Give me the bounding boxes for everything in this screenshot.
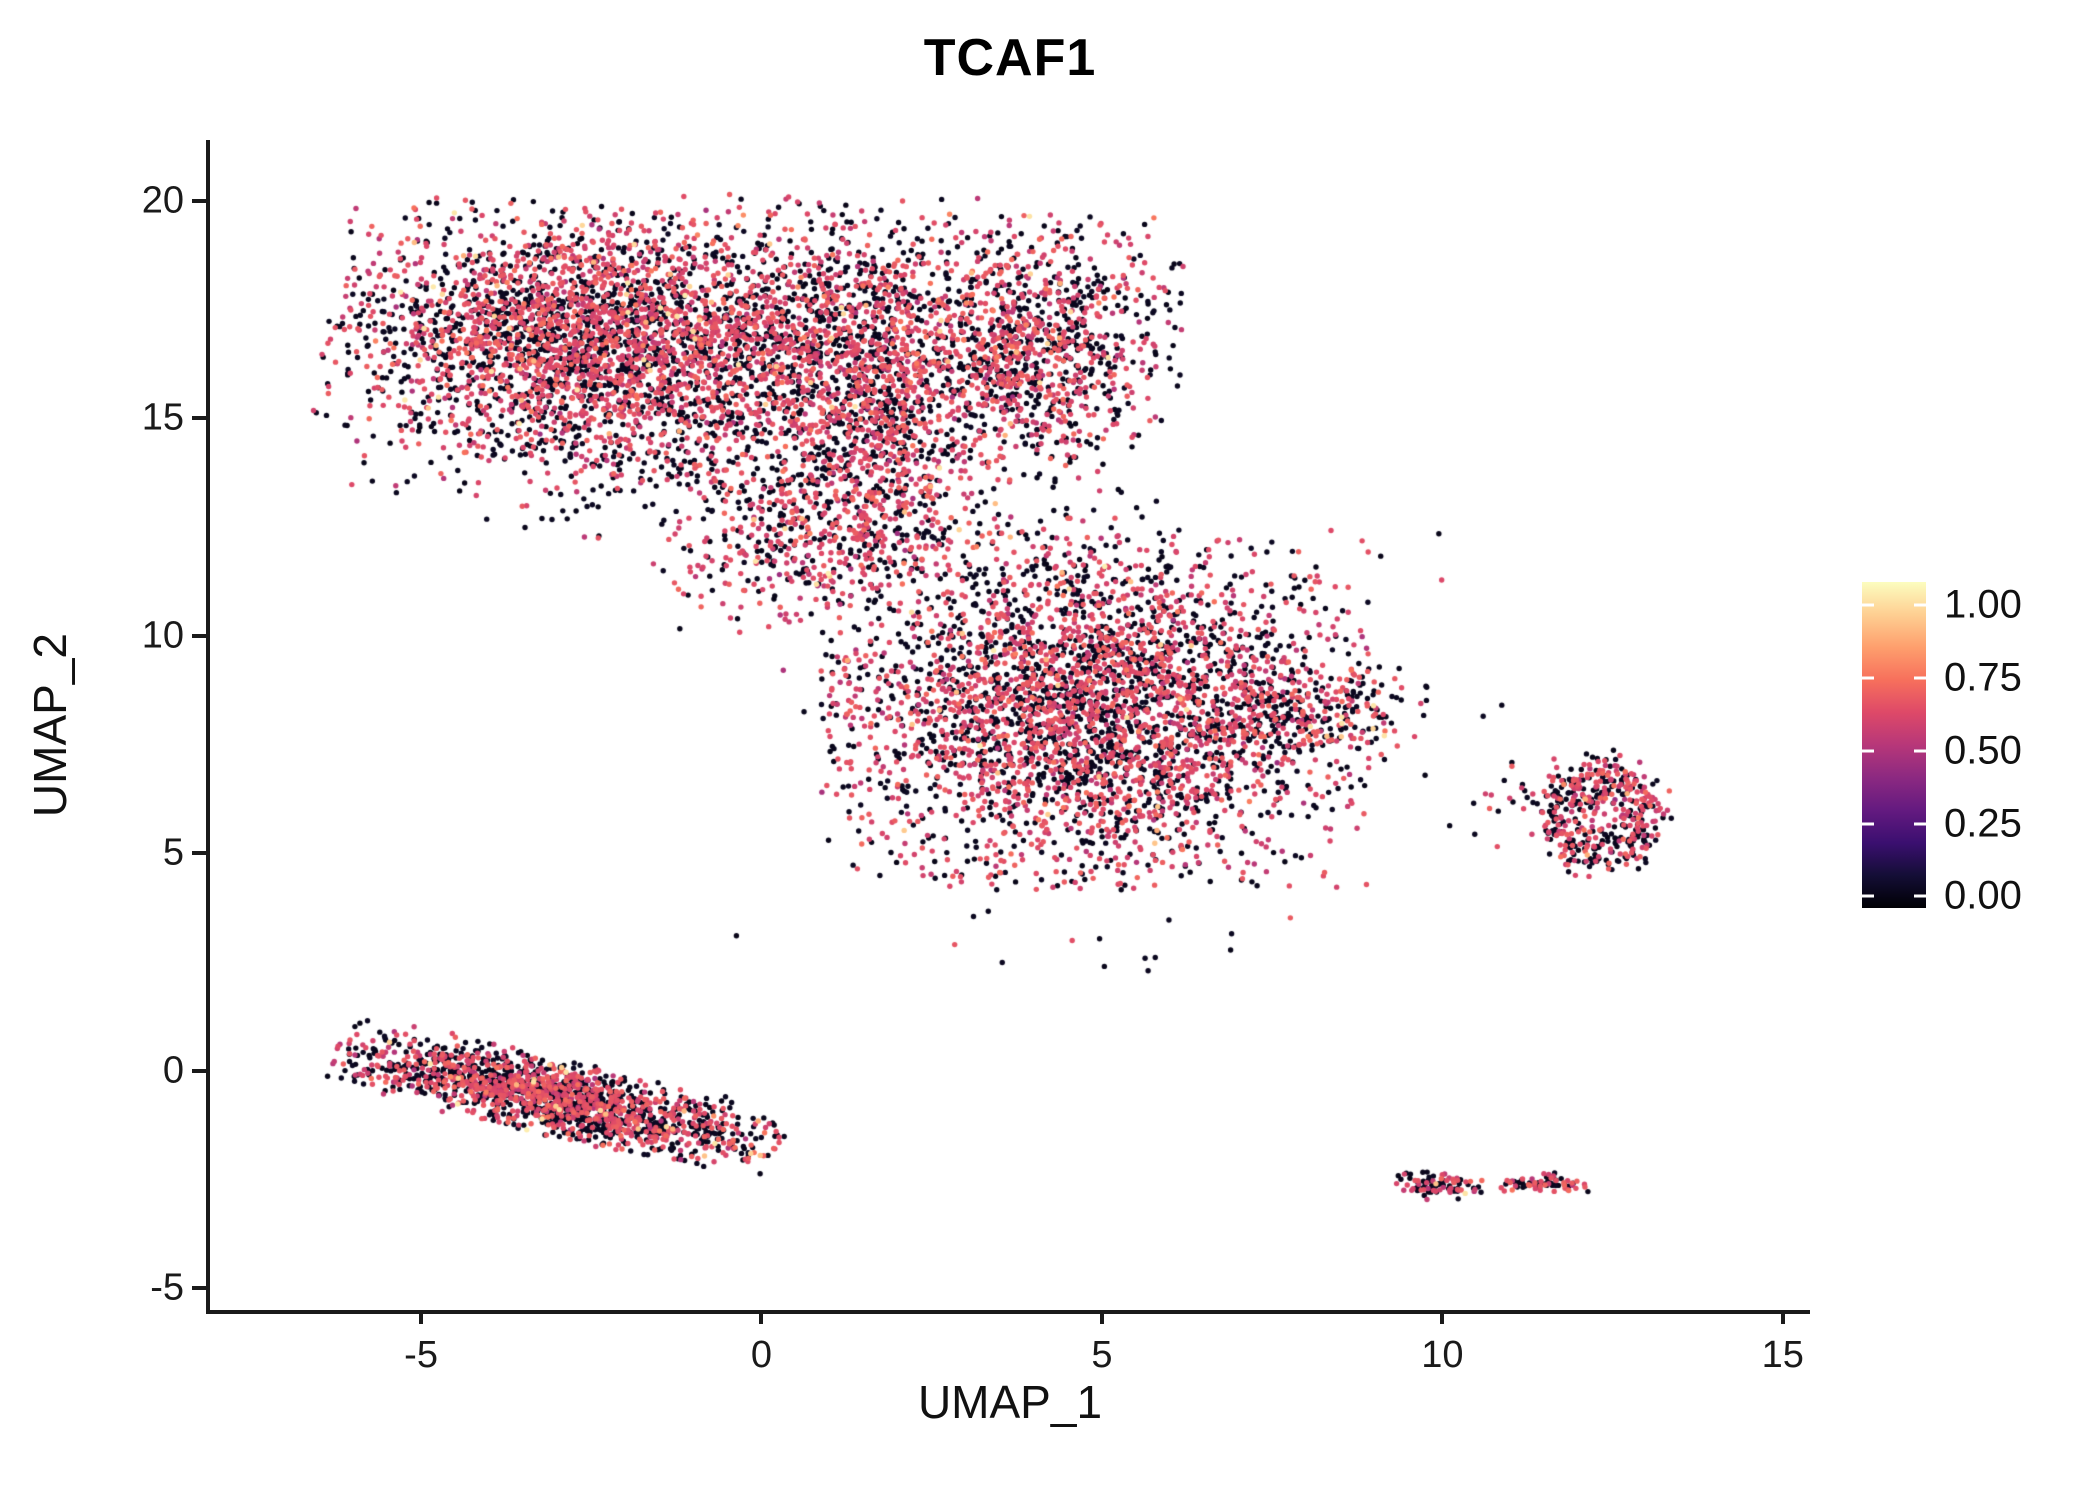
y-axis-ticks: -5 0 5 10 15 20 [70, 140, 210, 1310]
y-tick-label: -5 [150, 1266, 184, 1309]
y-tick-mark [192, 198, 206, 203]
colorbar-tick-label: 0.25 [1944, 801, 2022, 846]
colorbar-tick-mark [1914, 749, 1926, 753]
y-tick-label: 5 [162, 831, 184, 874]
expression-colorbar: 1.00 0.75 0.50 0.25 0.00 [1862, 582, 2100, 918]
y-axis-title-wrap: UMAP_2 [18, 140, 82, 1310]
y-tick-mark [192, 416, 206, 421]
colorbar-tick-mark [1914, 676, 1926, 680]
colorbar-gradient [1862, 582, 1926, 908]
colorbar-tick-label: 0.75 [1944, 655, 2022, 700]
colorbar-tick-mark [1862, 894, 1874, 898]
colorbar-tick-mark [1914, 603, 1926, 607]
y-tick-mark [192, 1286, 206, 1291]
y-tick-mark [192, 851, 206, 856]
y-tick-label: 20 [141, 179, 184, 222]
colorbar-tick-mark [1862, 603, 1874, 607]
x-tick-mark [419, 1310, 424, 1324]
x-tick-mark [1780, 1310, 1785, 1324]
colorbar-tick-label: 0.00 [1944, 873, 2022, 918]
colorbar-tick-mark [1862, 822, 1874, 826]
x-tick-label: -5 [404, 1334, 438, 1376]
colorbar-tick-label: 1.00 [1944, 582, 2022, 627]
x-tick-mark [1440, 1310, 1445, 1324]
x-tick-label: 0 [750, 1334, 773, 1376]
x-axis-line [206, 1310, 1810, 1314]
colorbar-tick-label: 0.50 [1944, 728, 2022, 773]
scatter-canvas [210, 140, 1810, 1310]
x-axis-ticks: -5 0 5 10 15 [210, 1310, 1810, 1390]
x-tick-label: 10 [1421, 1334, 1464, 1376]
x-tick-mark [759, 1310, 764, 1324]
colorbar-tick-mark [1914, 822, 1926, 826]
x-axis-title: UMAP_1 [917, 1376, 1103, 1428]
y-tick-label: 10 [141, 614, 184, 657]
plot-area: -5 0 5 10 15 -5 0 5 10 15 20 [142, 140, 1810, 1376]
plot-title: TCAF1 [923, 29, 1097, 87]
x-tick-label: 5 [1091, 1334, 1113, 1376]
y-tick-label: 0 [162, 1049, 184, 1092]
colorbar-tick-mark [1862, 749, 1874, 753]
x-tick-label: 15 [1761, 1334, 1804, 1376]
y-axis-title: UMAP_2 [24, 632, 76, 818]
y-tick-mark [192, 1068, 206, 1073]
y-tick-label: 15 [141, 396, 184, 439]
colorbar-tick-mark [1862, 676, 1874, 680]
y-axis-line [206, 140, 210, 1314]
x-tick-mark [1099, 1310, 1104, 1324]
colorbar-tick-mark [1914, 894, 1926, 898]
y-tick-mark [192, 633, 206, 638]
